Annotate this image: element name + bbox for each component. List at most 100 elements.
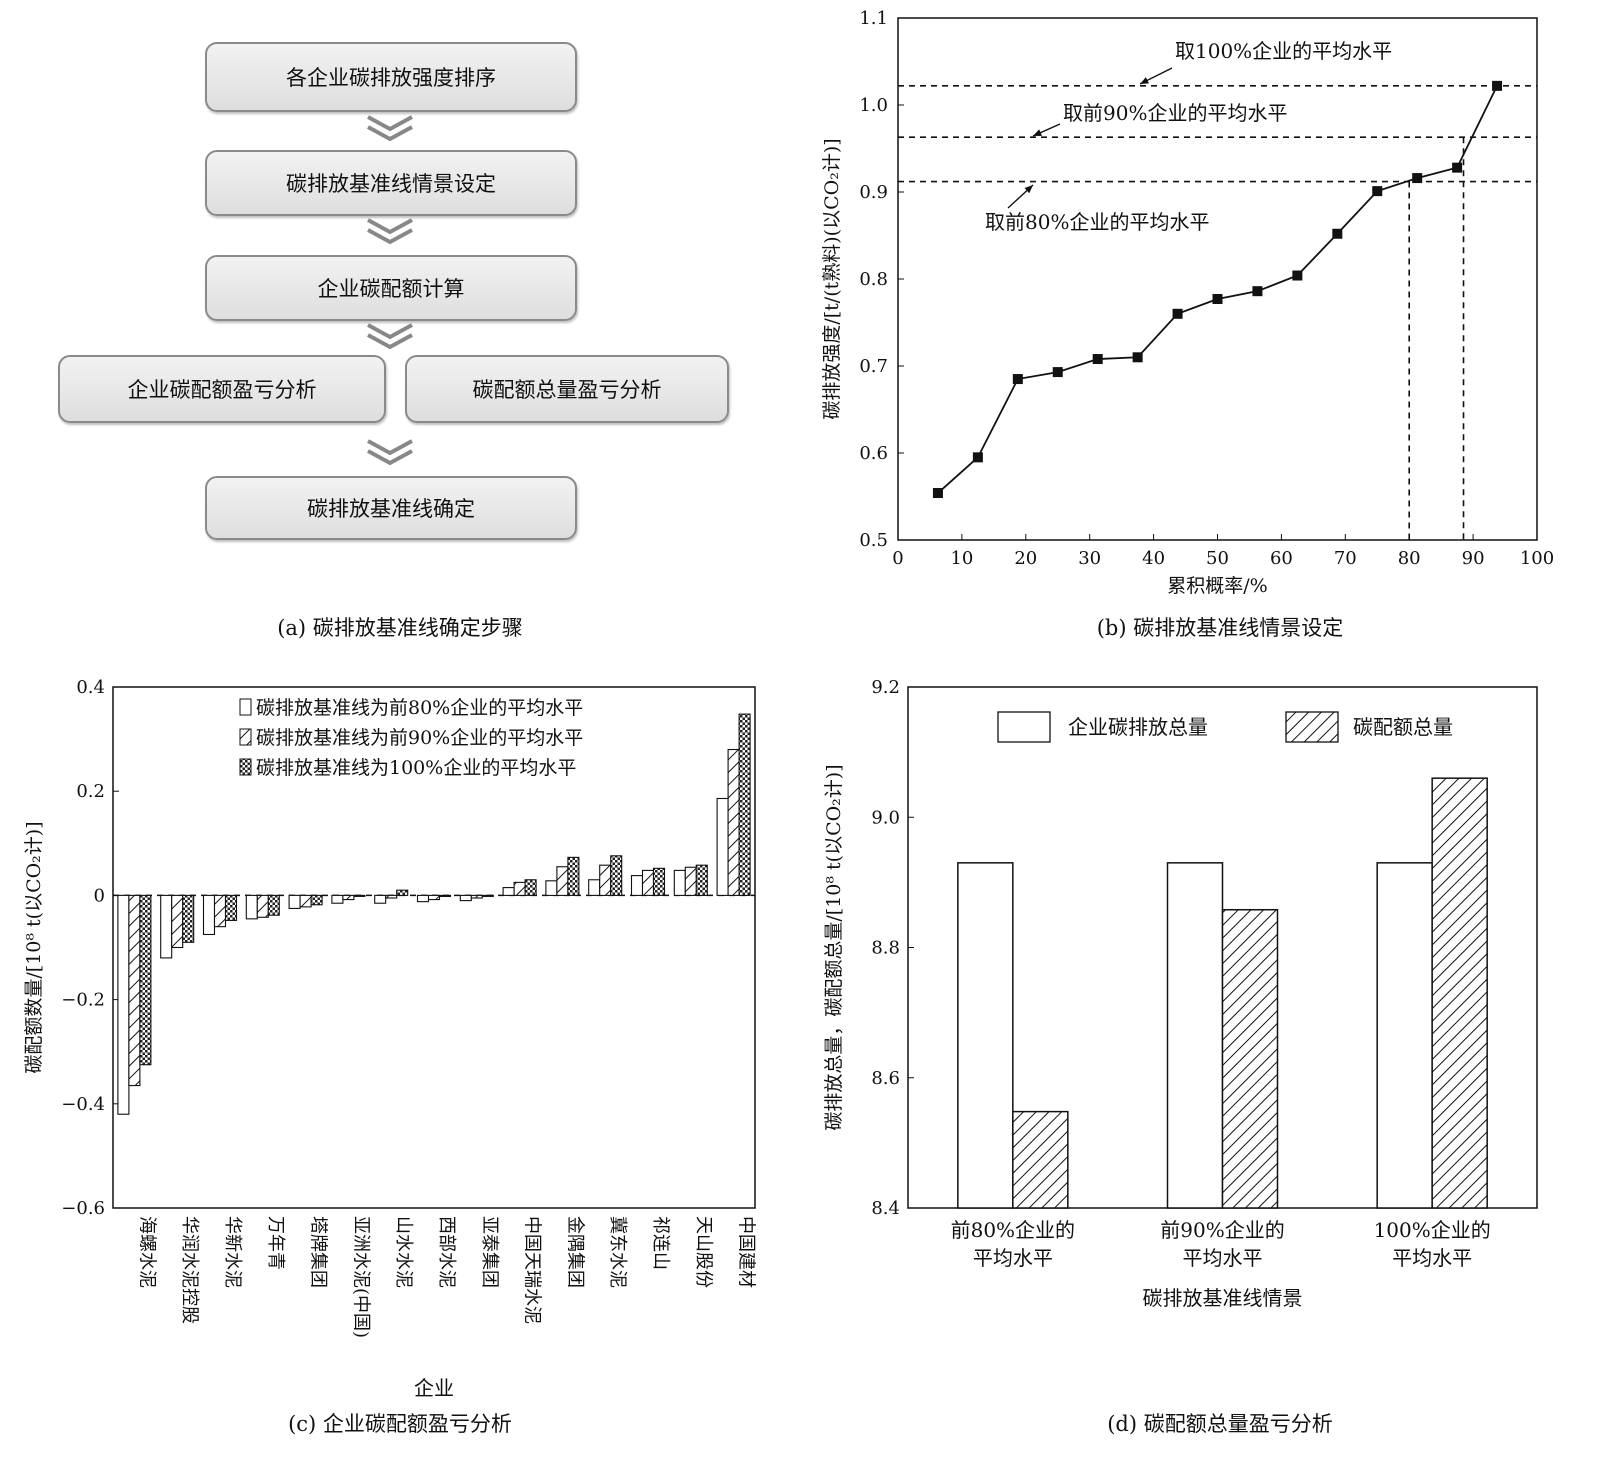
bar [416, 894, 430, 903]
x-tick-label: 40 [1142, 548, 1165, 569]
bar [652, 867, 666, 896]
x-tick-label: 华新水泥 [222, 1216, 243, 1288]
bar [267, 894, 280, 916]
y-tick-label: 9.0 [871, 807, 900, 828]
x-tick-label: 中国天瑞水泥 [522, 1216, 543, 1324]
y-tick-label: 9.2 [871, 677, 900, 698]
y-tick-label: 0 [94, 885, 105, 906]
data-point [1452, 162, 1463, 173]
x-tick-label: 50 [1206, 548, 1229, 569]
flow-step-total-analysis: 碳配额总量盈亏分析 [405, 355, 729, 423]
x-tick-label: 100 [1520, 548, 1554, 569]
bar [1376, 862, 1433, 1209]
legend-swatch [239, 758, 252, 776]
bar [1166, 862, 1224, 1209]
legend-label: 碳排放基准线为100%企业的平均水平 [256, 757, 576, 779]
plot-frame [112, 686, 756, 1209]
y-tick-label: 0.6 [859, 443, 888, 464]
data-point [1492, 80, 1503, 91]
bar [182, 894, 195, 943]
bar [353, 894, 366, 897]
x-tick-label: 天山股份 [693, 1216, 714, 1288]
legend-label: 碳配额总量 [1353, 715, 1453, 739]
flow-step-enterprise-analysis: 企业碳配额盈亏分析 [58, 355, 386, 423]
chevron-down-icon [367, 439, 413, 466]
reference-label: 取前80%企业的平均水平 [985, 210, 1209, 234]
bar [481, 894, 494, 897]
data-point [1172, 308, 1183, 319]
y-axis-label: 碳排放总量，碳配额总量/[10⁸ t(以CO₂计)] [823, 764, 845, 1130]
x-tick-label: 塔牌集团 [308, 1216, 329, 1288]
bar [117, 894, 130, 1115]
data-point [1332, 228, 1343, 239]
bar [673, 869, 686, 896]
flow-step-rank: 各企业碳排放强度排序 [205, 42, 577, 112]
bar [385, 894, 398, 899]
bar [288, 894, 301, 909]
x-tick-label: 海螺水泥 [136, 1216, 157, 1288]
reference-label: 取前90%企业的平均水平 [1063, 101, 1287, 125]
data-point [1052, 367, 1063, 378]
x-tick-label: 冀东水泥 [607, 1216, 628, 1288]
data-point [1292, 270, 1303, 281]
y-tick-label: 8.4 [871, 1198, 900, 1219]
legend-swatch [1285, 711, 1339, 743]
bar [256, 894, 269, 918]
bar [524, 879, 537, 896]
data-point [1252, 286, 1263, 297]
y-tick-label: 8.8 [871, 938, 900, 959]
x-axis-label: 累积概率/% [1167, 575, 1267, 597]
y-tick-label: 0.5 [859, 530, 888, 551]
legend-label: 碳排放基准线为前80%企业的平均水平 [256, 697, 583, 719]
bar [171, 894, 184, 949]
flow-step-quota: 企业碳配额计算 [205, 255, 577, 321]
bar [139, 894, 152, 1066]
flow-step-scenario: 碳排放基准线情景设定 [205, 150, 577, 216]
bar [438, 894, 452, 897]
x-tick-label: 西部水泥 [436, 1216, 457, 1288]
chart-c: −0.6 −0.4 −0.2 0 0.2 0.4 海螺水泥 华润水泥控股 华新水泥 万年青 塔牌集团… [23, 677, 757, 1400]
bar [684, 866, 697, 896]
x-tick-label: 前90%企业的 [1160, 1218, 1284, 1242]
arrow-head [1024, 185, 1033, 194]
y-tick-label: 0.4 [76, 677, 105, 698]
bar [610, 855, 623, 896]
bar [716, 797, 729, 896]
plot-frame [897, 17, 1538, 541]
bar [396, 889, 409, 896]
bar [470, 894, 483, 899]
y-tick-label: −0.6 [61, 1198, 105, 1219]
data-point [1212, 294, 1223, 305]
bar [213, 894, 227, 928]
bar [957, 862, 1014, 1209]
bar [1012, 1110, 1069, 1209]
x-tick-label: 华润水泥控股 [179, 1216, 200, 1324]
bar [299, 894, 312, 908]
bar [641, 869, 655, 896]
bar [245, 894, 258, 920]
bar [502, 887, 515, 896]
chevron-down-icon [367, 323, 413, 350]
bar [160, 894, 173, 959]
bar [695, 864, 708, 896]
bar [342, 894, 355, 901]
arrow-head [1140, 77, 1149, 84]
arrow-head [1033, 129, 1042, 136]
x-axis-label: 企业 [414, 1376, 454, 1400]
x-tick-label: 平均水平 [1183, 1246, 1263, 1270]
caption-a: (a) 碳排放基准线确定步骤 [277, 616, 523, 640]
y-tick-label: 8.6 [871, 1068, 900, 1089]
x-tick-label: 亚泰集团 [479, 1216, 500, 1288]
y-axis-label: 碳排放强度/[t/(t熟料)(以CO₂计)] [821, 138, 843, 419]
y-tick-label: 0.9 [859, 182, 888, 203]
bar [1431, 777, 1488, 1209]
flow-step-final: 碳排放基准线确定 [205, 476, 577, 540]
y-tick-label: −0.2 [61, 990, 105, 1011]
x-tick-label: 60 [1270, 548, 1293, 569]
bar [331, 894, 344, 904]
data-point [1092, 354, 1103, 365]
x-tick-label: 10 [950, 548, 973, 569]
bar [1221, 908, 1279, 1209]
y-axis-label: 碳配额数量/[10⁸ t(以CO₂计)] [23, 821, 45, 1073]
chart-d: 8.4 8.6 8.8 9.0 9.2 前80%企业的平均水平 前90%企业的平均水平 100… [823, 677, 1538, 1310]
